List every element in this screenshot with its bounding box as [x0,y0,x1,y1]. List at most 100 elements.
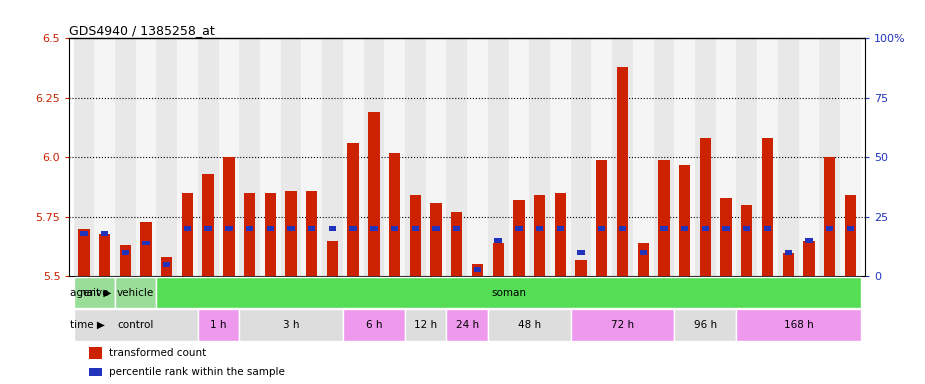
Text: 12 h: 12 h [414,320,438,330]
Bar [244,193,255,276]
Text: 3 h: 3 h [283,320,300,330]
Bar [741,205,753,276]
Text: GDS4940 / 1385258_at: GDS4940 / 1385258_at [69,24,216,37]
Bar [826,226,833,231]
Bar [846,226,854,231]
Bar [388,152,401,276]
Bar [384,38,405,276]
Bar [218,38,240,276]
Text: percentile rank within the sample: percentile rank within the sample [109,367,285,377]
Text: control: control [117,320,154,330]
Bar [778,38,798,276]
Bar [163,262,170,267]
Bar [474,267,481,271]
Bar [405,38,426,276]
Bar [487,38,509,276]
Bar [203,174,214,276]
Bar [285,191,297,276]
Bar [306,191,317,276]
Bar [246,226,253,231]
Bar [368,112,379,276]
Bar [736,38,758,276]
Text: 1 h: 1 h [210,320,227,330]
Bar [820,38,840,276]
Text: 6 h: 6 h [365,320,382,330]
Bar [764,226,771,231]
Text: soman: soman [491,288,526,298]
Bar [73,310,198,341]
Bar [492,243,504,276]
Bar [637,243,649,276]
Bar [674,310,736,341]
Bar [555,193,566,276]
Bar [308,226,315,231]
Bar [472,265,483,276]
Text: 168 h: 168 h [783,320,813,330]
Bar [743,226,750,231]
Bar [322,38,343,276]
Bar [467,38,487,276]
Bar [280,38,302,276]
Bar [288,226,295,231]
Bar [695,38,716,276]
Bar [529,38,550,276]
Bar [736,310,861,341]
Bar [343,310,405,341]
Bar [156,38,177,276]
Text: time ▶: time ▶ [69,320,105,330]
Bar [612,38,633,276]
Bar [447,38,467,276]
Text: agent ▶: agent ▶ [69,288,111,298]
Bar [803,241,815,276]
Bar [679,164,690,276]
Bar [302,38,322,276]
Bar [223,157,235,276]
Bar [699,138,711,276]
Bar [451,212,462,276]
Bar [674,38,695,276]
Bar [840,38,861,276]
Bar [758,38,778,276]
Bar [370,226,377,231]
Bar [824,157,835,276]
Bar [343,38,364,276]
Bar [328,226,336,231]
Bar [225,226,232,231]
Bar [762,138,773,276]
Text: 96 h: 96 h [694,320,717,330]
Bar [198,38,218,276]
Bar [453,226,461,231]
Bar [513,200,524,276]
Bar [115,38,136,276]
Bar [515,226,523,231]
Text: naive: naive [80,288,108,298]
Bar [577,250,585,255]
Bar [702,226,709,231]
Bar [115,277,156,308]
Bar [348,143,359,276]
Bar [660,226,668,231]
Bar [177,38,198,276]
Bar [391,226,399,231]
Bar [447,310,487,341]
Bar [266,226,274,231]
Bar [550,38,571,276]
Bar [806,238,813,243]
Text: vehicle: vehicle [117,288,154,298]
Bar [364,38,384,276]
Bar [619,226,626,231]
Bar [571,38,591,276]
Bar [783,253,794,276]
Bar [509,38,529,276]
Bar [659,160,670,276]
Bar [571,310,674,341]
Bar [101,231,108,236]
Bar [430,203,442,276]
Bar [633,38,654,276]
Bar [426,38,447,276]
Text: transformed count: transformed count [109,348,206,358]
Text: 48 h: 48 h [518,320,541,330]
Bar [198,310,240,341]
Bar [716,38,736,276]
Bar [596,160,608,276]
